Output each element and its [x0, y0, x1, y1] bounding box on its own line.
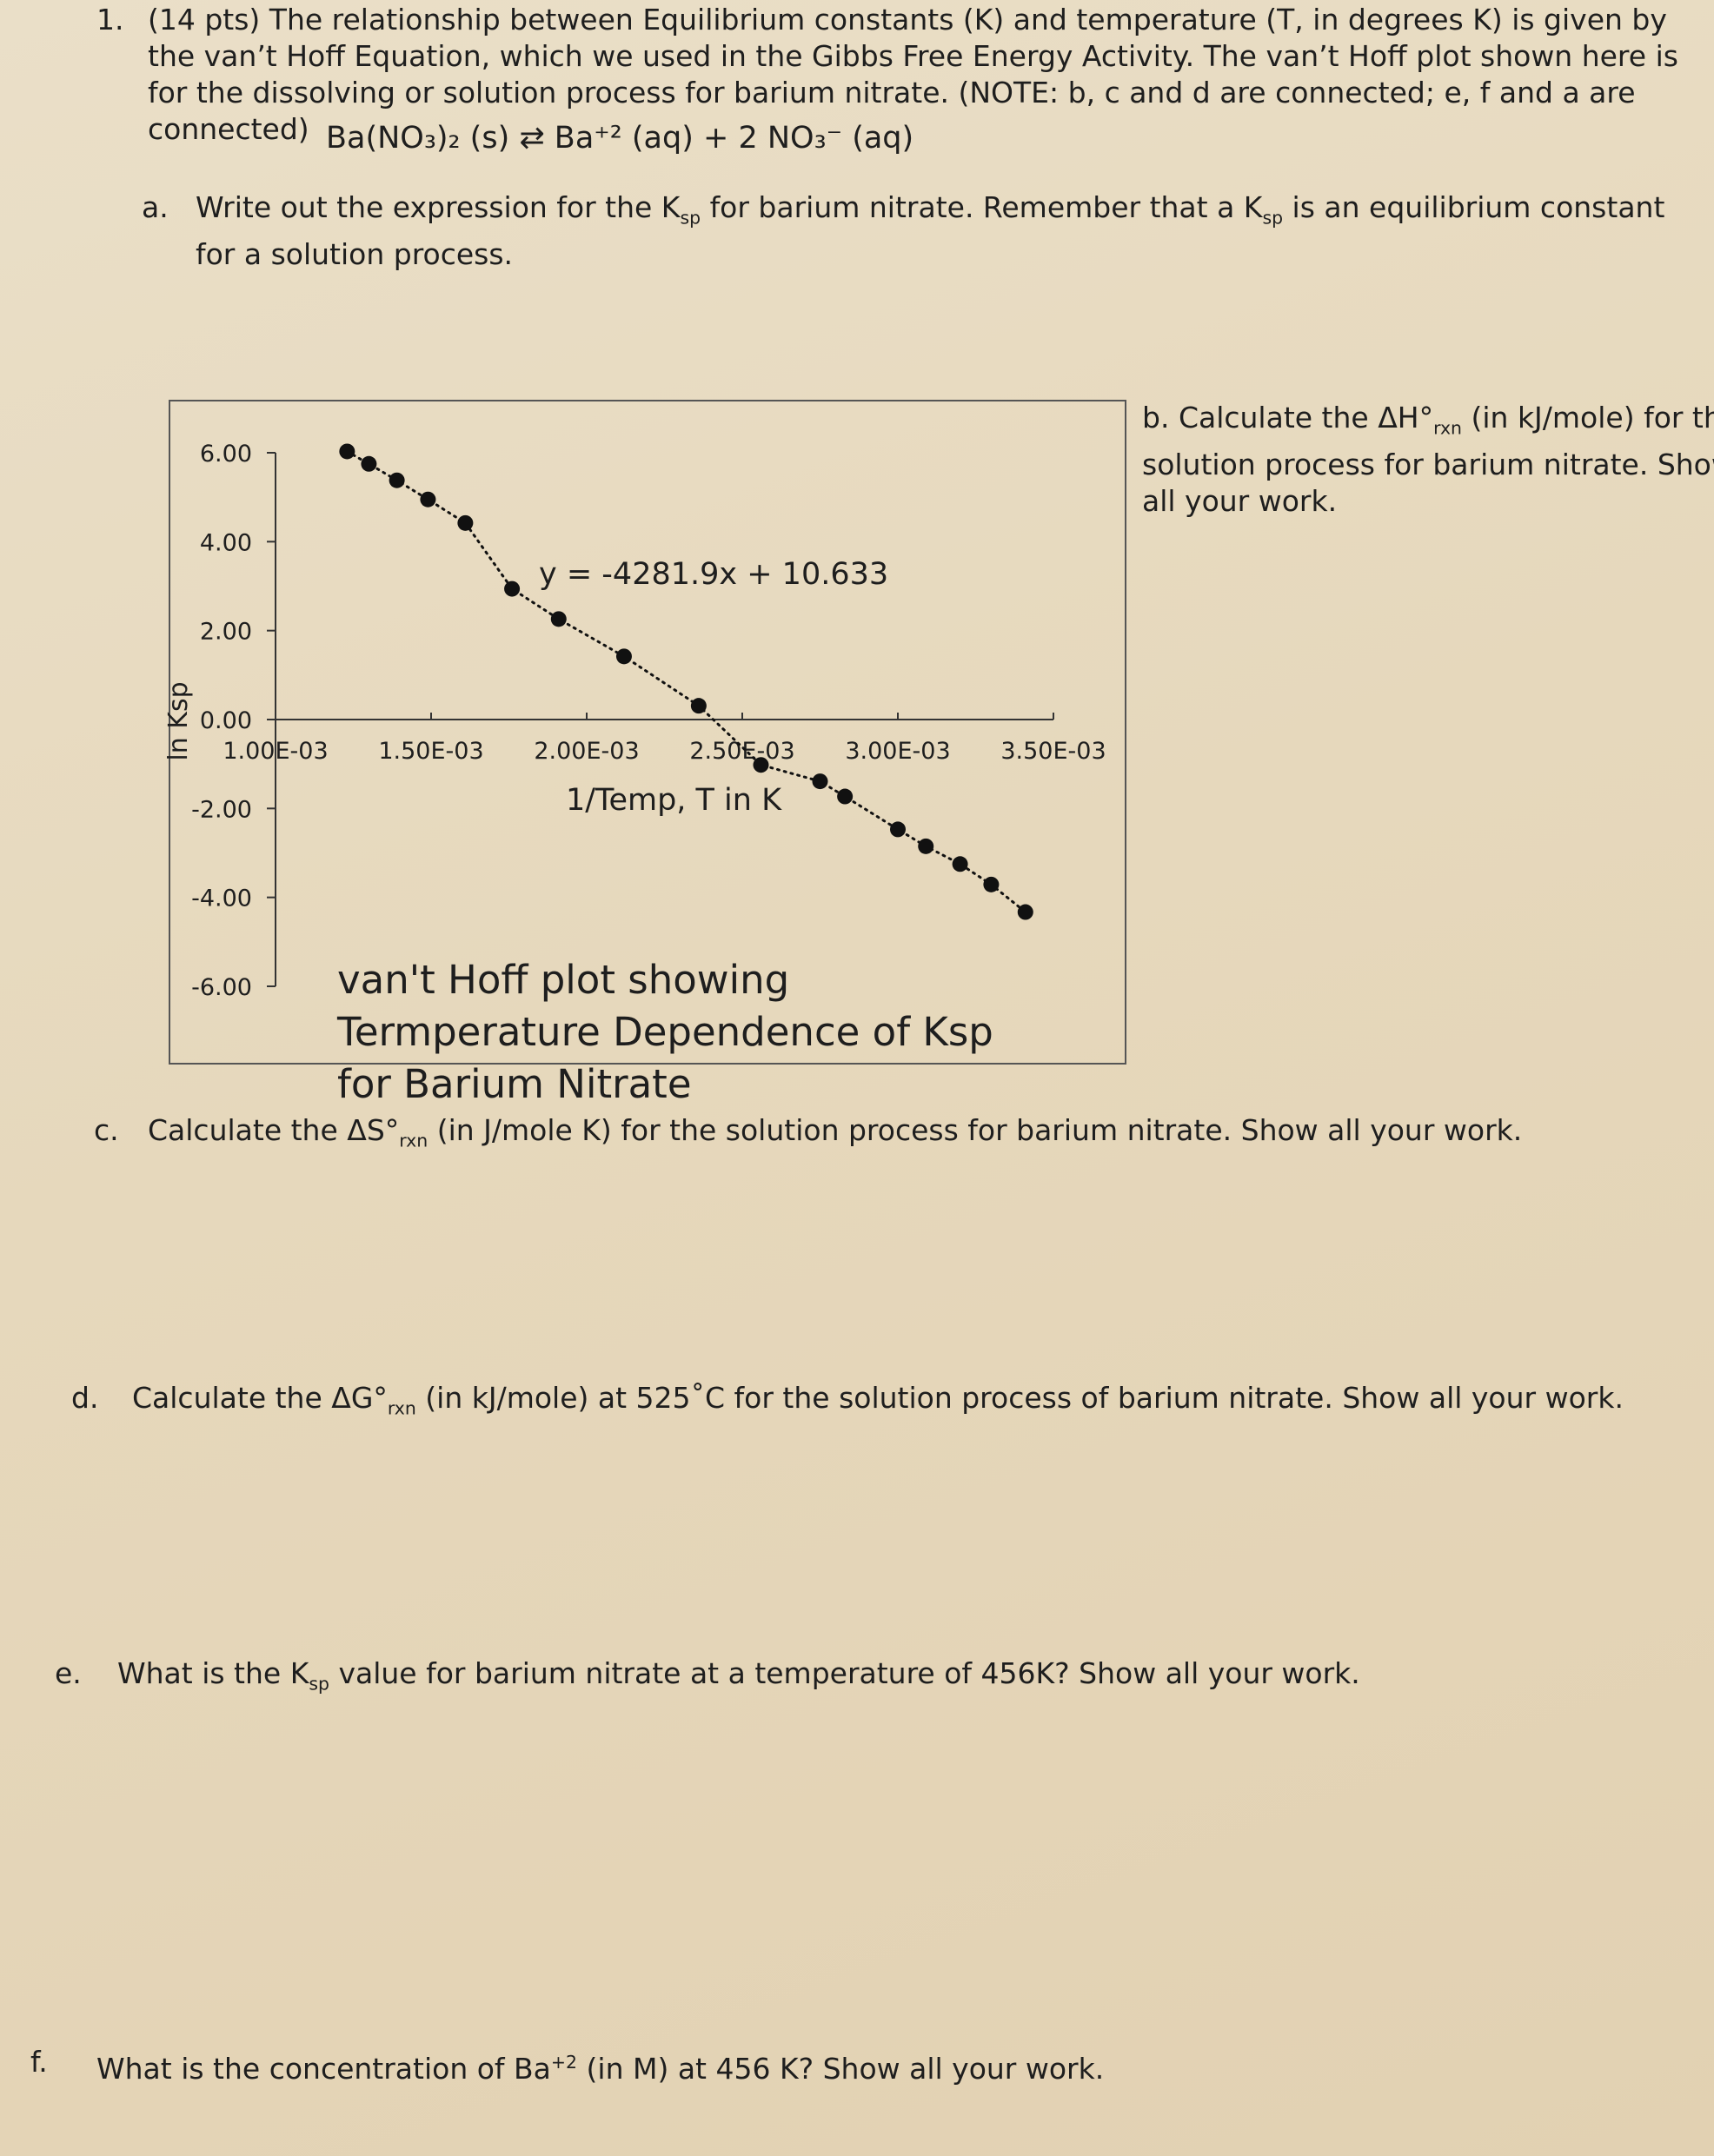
- x-axis-label: 1/Temp, T in K: [566, 783, 782, 818]
- part-label: c.: [94, 1113, 119, 1147]
- segment: What is the concentration of Ba: [96, 2052, 551, 2086]
- question-number: 1.: [96, 3, 124, 36]
- data-point: [504, 580, 521, 597]
- data-point: [361, 455, 377, 472]
- part-label: f.: [30, 2045, 48, 2079]
- data-point: [983, 876, 1000, 892]
- subscript: rxn: [1433, 417, 1462, 439]
- y-tick-label: 0.00: [200, 707, 252, 734]
- segment: (in kJ/mole) for the solution process fo…: [1142, 401, 1714, 518]
- data-point: [918, 838, 934, 854]
- data-point: [890, 821, 906, 838]
- equation: Ba(NO₃)₂ (s) ⇄ Ba⁺² (aq) + 2 NO₃⁻ (aq): [326, 121, 914, 156]
- x-tick-label: 3.00E-03: [845, 738, 950, 765]
- data-point: [753, 757, 769, 773]
- part-label: e.: [55, 1656, 82, 1690]
- part-label: d.: [71, 1381, 99, 1415]
- trendline-equation: y = -4281.9x + 10.633: [539, 557, 888, 592]
- part-text: What is the Ksp value for barium nitrate…: [117, 1655, 1691, 1702]
- question-text: (14 pts) The relationship between Equili…: [148, 3, 1678, 146]
- x-tick-label: 2.50E-03: [689, 738, 794, 765]
- superscript: +2: [550, 2052, 578, 2073]
- part-label: a.: [142, 190, 169, 224]
- data-point: [690, 698, 707, 714]
- segment: is an equilibrium constant for a solutio…: [196, 190, 1665, 271]
- y-tick-label: -4.00: [191, 886, 252, 912]
- data-point: [615, 648, 632, 665]
- subscript: sp: [1262, 207, 1284, 229]
- subscript: sp: [309, 1673, 329, 1695]
- data-point: [837, 788, 854, 805]
- data-point: [420, 491, 436, 507]
- x-tick-label: 3.50E-03: [1000, 738, 1106, 765]
- part-text: b. Calculate the ΔH°rxn (in kJ/mole) for…: [1142, 400, 1714, 520]
- chart-title: van't Hoff plot showing Termperature Dep…: [337, 957, 993, 1107]
- y-tick-label: 6.00: [200, 441, 252, 468]
- segment: Write out the expression for the K: [196, 190, 681, 224]
- subscript: rxn: [399, 1130, 428, 1151]
- y-tick-label: -6.00: [191, 974, 252, 1001]
- chart-frame: [169, 400, 1126, 1065]
- x-tick-label: 1.50E-03: [378, 738, 483, 765]
- data-point: [1017, 904, 1033, 920]
- segment: for barium nitrate. Remember that a K: [701, 190, 1263, 224]
- subscript: rxn: [387, 1397, 416, 1419]
- data-point: [339, 443, 355, 460]
- segment: (in kJ/mole) at 525˚C for the solution p…: [415, 1381, 1624, 1415]
- segment: Calculate the ΔS°: [148, 1113, 400, 1147]
- segment: value for barium nitrate at a temperatur…: [329, 1656, 1360, 1690]
- segment: Calculate the ΔG°: [132, 1381, 388, 1415]
- segment: (in M) at 456 K? Show all your work.: [577, 2052, 1105, 2086]
- y-tick-label: 4.00: [200, 529, 252, 556]
- y-tick-label: -2.00: [191, 796, 252, 823]
- data-point: [389, 472, 405, 488]
- part-text: What is the concentration of Ba+2 (in M)…: [96, 2044, 1670, 2087]
- y-axis-label: ln Ksp: [163, 681, 194, 760]
- subscript: sp: [680, 207, 701, 229]
- data-point: [952, 856, 968, 872]
- x-tick-label: 2.00E-03: [534, 738, 639, 765]
- data-point: [457, 514, 474, 531]
- segment: What is the K: [117, 1656, 309, 1690]
- segment: Calculate the ΔH°: [1178, 401, 1434, 435]
- data-point: [550, 611, 567, 627]
- data-point: [812, 773, 828, 790]
- x-tick-label: 1.00E-03: [223, 738, 328, 765]
- y-tick-label: 2.00: [200, 619, 252, 646]
- part-text: Calculate the ΔG°rxn (in kJ/mole) at 525…: [132, 1380, 1705, 1427]
- part-text: Write out the expression for the Ksp for…: [196, 189, 1691, 273]
- part-label: b.: [1142, 401, 1170, 435]
- segment: (in J/mole K) for the solution process f…: [428, 1113, 1523, 1147]
- part-text: Calculate the ΔS°rxn (in J/mole K) for t…: [148, 1112, 1704, 1159]
